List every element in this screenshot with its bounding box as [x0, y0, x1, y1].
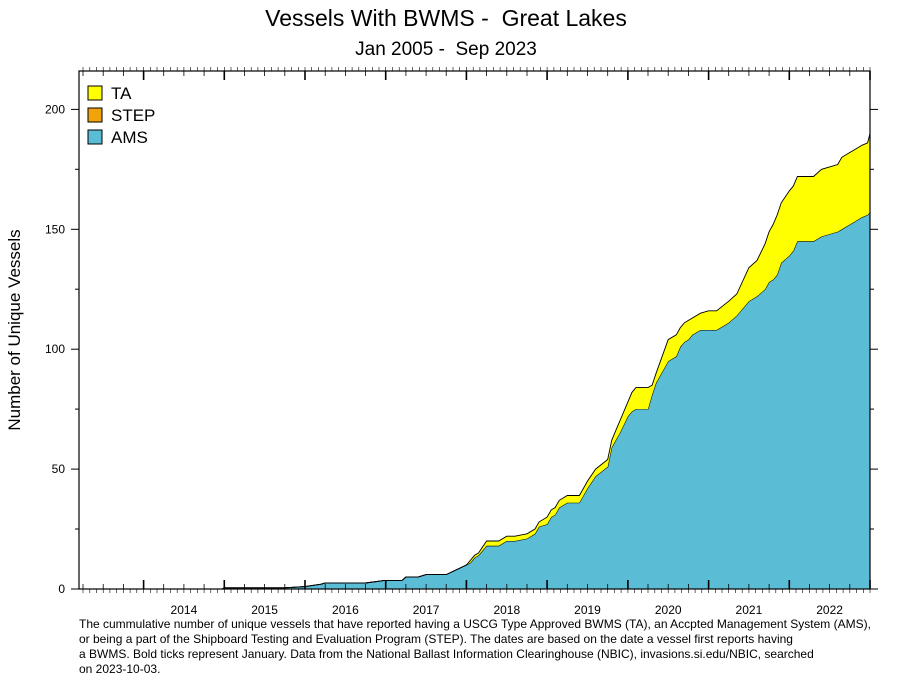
- stacked-area-series: [79, 133, 871, 590]
- plot-frame: [78, 70, 871, 590]
- y-tick-label: 200: [45, 102, 65, 116]
- chart-subtitle: Jan 2005 - Sep 2023: [355, 39, 537, 60]
- x-tick-label: 2021: [736, 603, 763, 617]
- x-tick-label: 2022: [816, 603, 843, 617]
- x-tick-label: 2019: [574, 603, 601, 617]
- legend-swatch-step: [87, 107, 103, 123]
- legend-label-step: STEP: [111, 106, 155, 125]
- caption-line: a BWMS. Bold ticks represent January. Da…: [79, 647, 814, 661]
- x-tick-label: 2018: [493, 603, 520, 617]
- caption-line: or being a part of the Shipboard Testing…: [79, 632, 793, 646]
- y-tick-label: 100: [45, 342, 65, 356]
- legend-label-ta: TA: [111, 84, 132, 103]
- chart-title: Vessels With BWMS - Great Lakes: [265, 5, 627, 31]
- y-tick-label: 150: [45, 222, 65, 236]
- area-outline-ta: [79, 133, 871, 590]
- x-tick-label: 2017: [413, 603, 440, 617]
- area-ams: [79, 212, 870, 589]
- legend-swatch-ta: [87, 85, 103, 101]
- y-axis-label: Number of Unique Vessels: [5, 229, 24, 430]
- legend-swatch-ams: [87, 129, 103, 145]
- caption-line: The cummulative number of unique vessels…: [79, 617, 871, 631]
- axes: 2014 2015 2016 2017 2018 2019 2020 2021 2022 0 50 1…: [45, 67, 878, 617]
- caption-line: on 2023-10-03.: [79, 662, 161, 676]
- y-tick-label: 50: [52, 462, 66, 476]
- caption: The cummulative number of unique vessels…: [79, 617, 889, 677]
- x-tick-label: 2020: [655, 603, 682, 617]
- x-tick-label: 2014: [171, 603, 198, 617]
- y-tick-label: 0: [58, 582, 65, 596]
- legend-label-ams: AMS: [111, 128, 148, 147]
- x-tick-label: 2016: [332, 603, 359, 617]
- x-tick-label: 2015: [251, 603, 278, 617]
- legend: TA STEP AMS: [87, 84, 155, 147]
